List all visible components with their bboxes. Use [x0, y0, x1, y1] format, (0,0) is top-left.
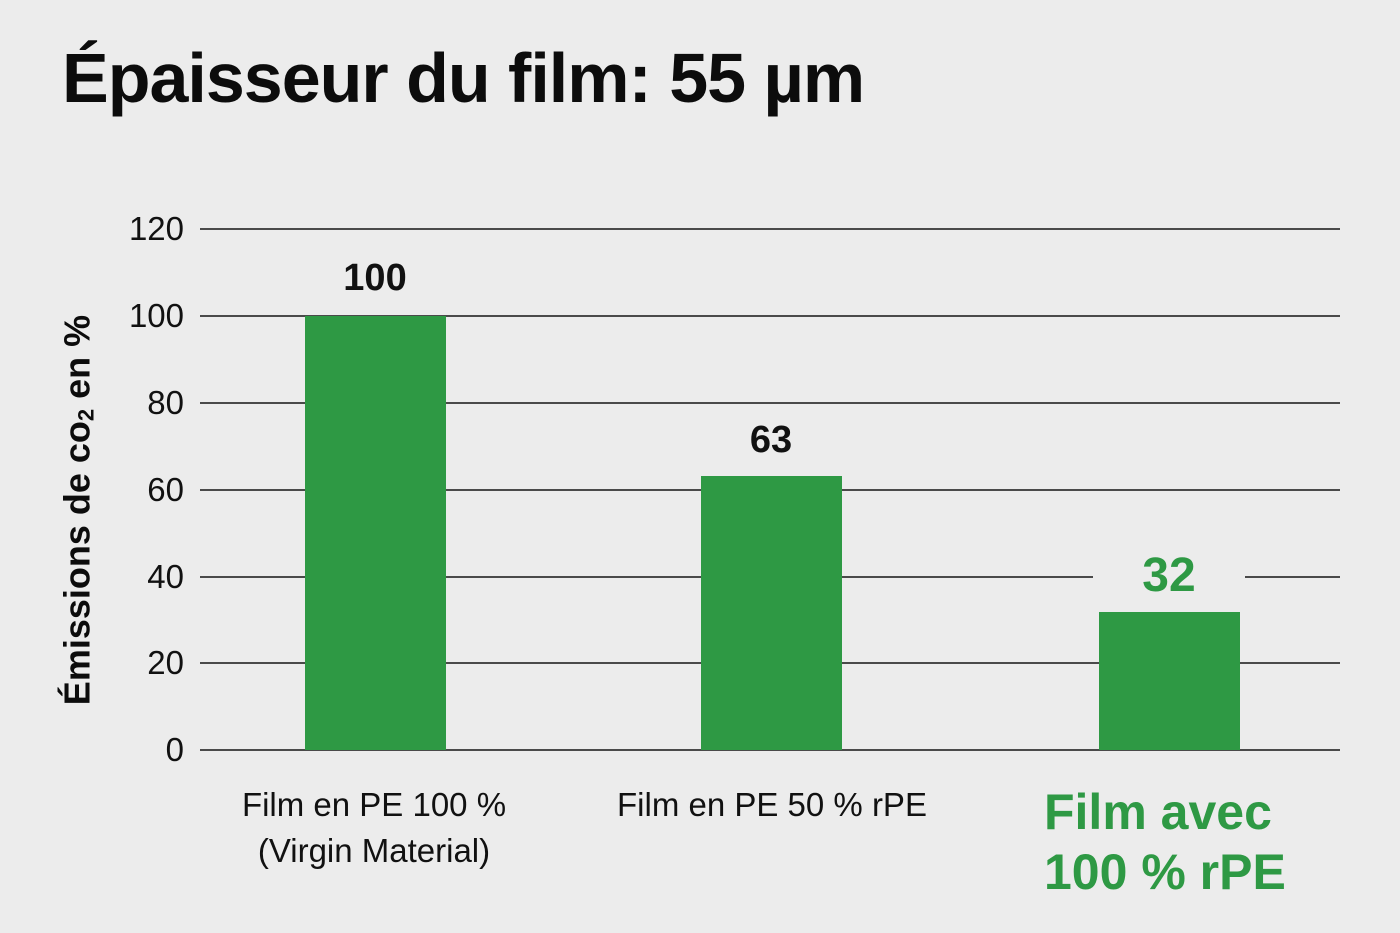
value-label-virgin-pe: 100 [343, 257, 407, 299]
gridline-80 [200, 402, 1340, 404]
bar-100-rpe [1099, 612, 1240, 750]
chart-title: Épaisseur du film: 55 µm [62, 39, 865, 117]
value-label-50-rpe: 63 [749, 419, 793, 461]
bar-virgin-pe [305, 316, 446, 750]
gridline-0 [200, 749, 1340, 751]
value-label-100-rpe: 32 [1093, 548, 1245, 603]
y-axis-label: Émissions de co2 en % [56, 314, 99, 706]
y-tick-100: 100 [128, 297, 184, 334]
category-label-100-rpe: Film avec 100 % rPE [1044, 784, 1286, 900]
category-label-virgin-pe: Film en PE 100 % (Virgin Material) [241, 786, 507, 869]
y-tick-120: 120 [128, 210, 184, 247]
gridline-120 [200, 228, 1340, 230]
gridline-100 [200, 315, 1340, 317]
y-tick-60: 60 [147, 471, 184, 508]
y-tick-20: 20 [147, 644, 184, 681]
y-tick-40: 40 [147, 558, 184, 595]
bar-50-rpe [701, 476, 842, 750]
y-tick-80: 80 [147, 384, 184, 421]
y-tick-0: 0 [165, 731, 184, 768]
category-label-50-rpe: Film en PE 50 % rPE [617, 786, 927, 823]
